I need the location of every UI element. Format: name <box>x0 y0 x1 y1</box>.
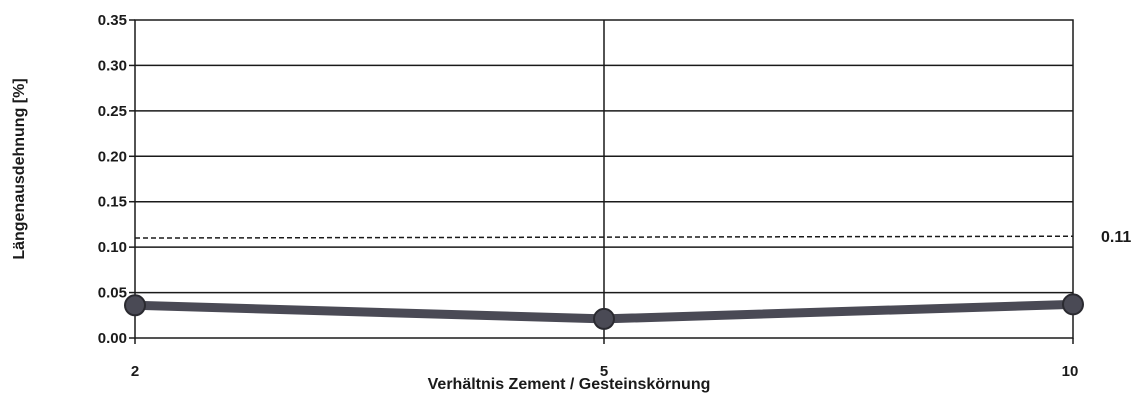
y-tick-label: 0.25 <box>98 103 127 120</box>
y-axis-title: Längenausdehnung [%] <box>11 78 28 259</box>
y-tick-label: 0.00 <box>98 330 127 347</box>
y-tick-label: 0.05 <box>98 285 127 302</box>
x-tick-label: 5 <box>600 363 608 380</box>
data-point <box>1062 293 1084 316</box>
x-axis-ticks: 2 5 10 <box>131 338 1079 380</box>
x-tick-label: 2 <box>131 363 139 380</box>
y-tick-label: 0.10 <box>98 239 127 256</box>
reference-line-label: 0.11 <box>1101 229 1131 246</box>
y-tick-label: 0.20 <box>98 148 127 165</box>
reference-line <box>134 235 1074 239</box>
data-series <box>124 293 1084 330</box>
y-tick-label: 0.15 <box>98 194 127 211</box>
x-tick-label: 10 <box>1062 363 1079 380</box>
y-tick-label: 0.30 <box>98 57 127 74</box>
x-axis-title: Verhältnis Zement / Gesteinskörnung <box>428 376 711 393</box>
data-point <box>593 307 615 330</box>
y-tick-label: 0.35 <box>98 12 127 29</box>
y-axis-ticks: 0.00 0.05 0.10 0.15 0.20 0.25 0.30 0.35 <box>98 12 135 347</box>
data-point <box>124 294 146 317</box>
